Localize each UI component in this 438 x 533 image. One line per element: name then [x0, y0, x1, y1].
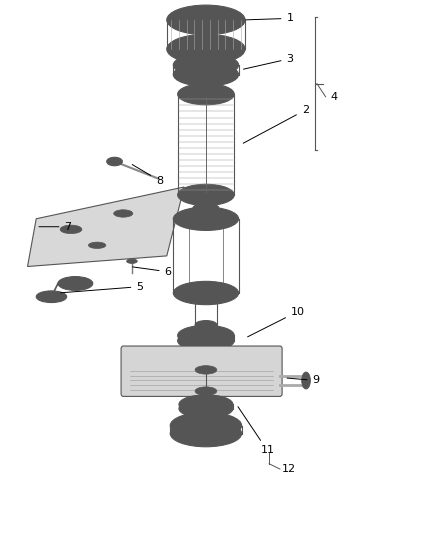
Polygon shape: [28, 187, 184, 266]
Ellipse shape: [36, 291, 67, 303]
Ellipse shape: [173, 63, 239, 86]
Ellipse shape: [167, 5, 245, 35]
FancyBboxPatch shape: [121, 346, 282, 397]
Ellipse shape: [178, 84, 234, 105]
Ellipse shape: [167, 34, 245, 64]
Ellipse shape: [60, 225, 82, 233]
Ellipse shape: [178, 325, 234, 345]
Text: 6: 6: [133, 267, 172, 277]
Text: 10: 10: [247, 306, 305, 337]
Text: 12: 12: [282, 464, 296, 474]
Text: 7: 7: [39, 222, 72, 232]
Text: 1: 1: [246, 13, 293, 23]
Ellipse shape: [107, 157, 122, 166]
Ellipse shape: [114, 210, 133, 217]
Ellipse shape: [178, 330, 234, 351]
Ellipse shape: [195, 387, 217, 395]
Ellipse shape: [170, 413, 242, 439]
Text: 9: 9: [287, 375, 320, 385]
Ellipse shape: [195, 289, 217, 297]
Ellipse shape: [195, 320, 217, 329]
Ellipse shape: [127, 259, 137, 263]
Ellipse shape: [88, 242, 106, 248]
Ellipse shape: [178, 184, 234, 206]
Ellipse shape: [173, 281, 239, 305]
Ellipse shape: [179, 399, 233, 418]
Ellipse shape: [195, 366, 217, 374]
Ellipse shape: [58, 277, 93, 290]
Text: 11: 11: [238, 407, 274, 456]
Ellipse shape: [173, 207, 239, 230]
Ellipse shape: [170, 420, 242, 447]
Text: 2: 2: [243, 105, 309, 143]
Text: 8: 8: [132, 165, 163, 185]
Text: 4: 4: [330, 92, 337, 102]
Text: 5: 5: [61, 281, 143, 293]
Ellipse shape: [302, 372, 311, 389]
Text: 3: 3: [244, 54, 293, 69]
Ellipse shape: [193, 204, 219, 213]
Ellipse shape: [173, 53, 239, 77]
Ellipse shape: [179, 395, 233, 414]
Ellipse shape: [193, 421, 219, 430]
